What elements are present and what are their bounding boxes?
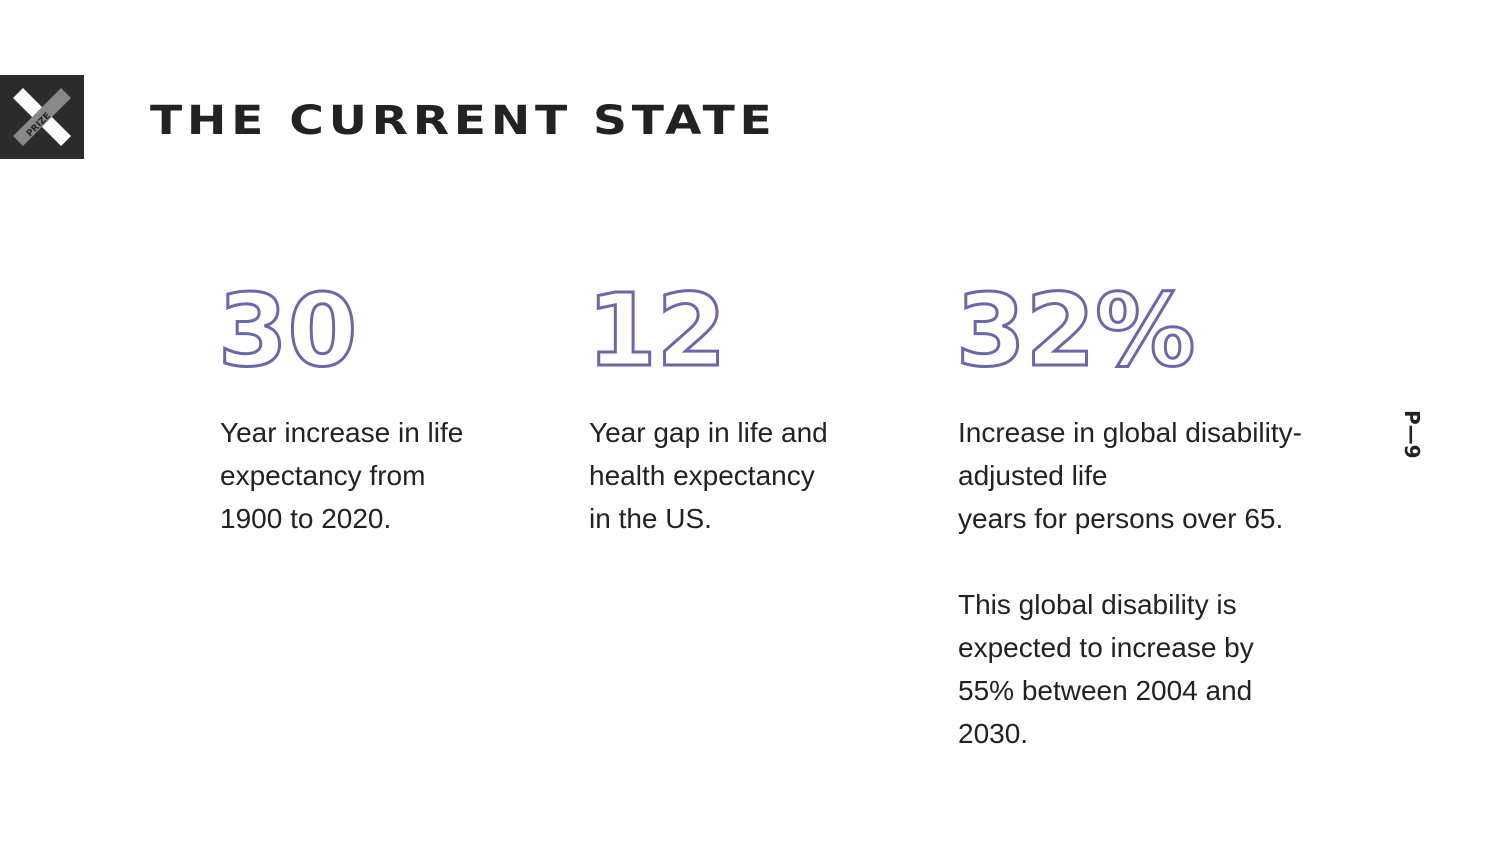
stat-text: 1900 to 2020. xyxy=(220,503,392,534)
stat-text: Year increase in life xyxy=(220,417,464,448)
stat-text: This global disability is xyxy=(958,589,1237,620)
stat-text: Year gap in life and xyxy=(589,417,828,448)
stat-value: 32% xyxy=(956,272,1195,389)
stat-text: adjusted life xyxy=(958,460,1108,491)
stat-text: expectancy from xyxy=(220,460,426,491)
stat-value: 12 xyxy=(587,272,726,389)
stat-text: 55% between 2004 and xyxy=(958,675,1253,706)
stat-text: Increase in global disability- xyxy=(958,417,1302,448)
stat-text: 2030. xyxy=(958,718,1029,749)
title: THE CURRENT STATE xyxy=(150,98,777,144)
stat-text: years for persons over 65. xyxy=(958,503,1284,534)
logo-stroke xyxy=(13,88,71,146)
stat-text: expected to increase by xyxy=(958,632,1254,663)
stat-value: 30 xyxy=(218,272,357,389)
stat-text: in the US. xyxy=(589,503,712,534)
stat-text: health expectancy xyxy=(589,460,815,491)
logo: PRIZE xyxy=(0,75,84,159)
